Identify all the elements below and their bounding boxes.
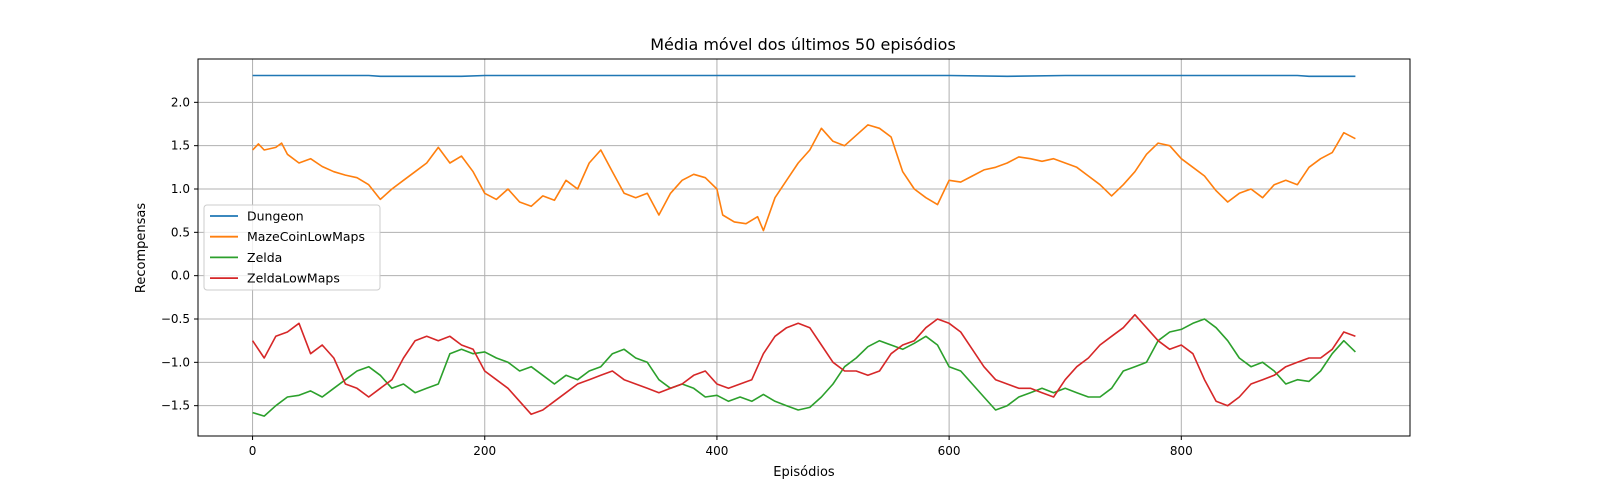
legend-label: ZeldaLowMaps <box>247 271 340 286</box>
y-tick-label: 2.0 <box>171 95 190 109</box>
y-axis-label: Recompensas <box>134 203 149 293</box>
series-line-zelda <box>252 318 1356 417</box>
y-tick-label: −0.5 <box>161 312 190 326</box>
x-tick-label: 400 <box>705 444 728 458</box>
series-lines <box>251 74 1356 417</box>
y-tick-label: 1.0 <box>171 182 190 196</box>
x-tick-label: 200 <box>473 444 496 458</box>
y-axis: −1.5 −1.0 −0.5 0.0 0.5 1.0 1.5 2.0 <box>161 95 198 413</box>
series-line-zeldalowmaps <box>251 313 1356 416</box>
chart-title: Média móvel dos últimos 50 episódios <box>650 35 956 54</box>
x-tick-label: 600 <box>938 444 961 458</box>
legend-label: MazeCoinLowMaps <box>247 229 365 244</box>
legend-label: Dungeon <box>247 209 304 224</box>
x-axis-label: Episódios <box>773 465 835 480</box>
x-tick-label: 0 <box>249 444 257 458</box>
plot-area-frame <box>197 58 1411 437</box>
y-tick-label: −1.0 <box>161 355 190 369</box>
series-line-mazecoinlowmaps <box>252 124 1356 232</box>
series-line-dungeon <box>252 74 1356 78</box>
grid <box>198 59 1410 436</box>
legend-box <box>203 204 381 291</box>
x-tick-label: 800 <box>1170 444 1193 458</box>
legend-label: Zelda <box>247 250 282 265</box>
y-tick-label: 1.5 <box>171 139 190 153</box>
y-tick-label: 0.5 <box>171 225 190 239</box>
x-axis: 0 200 400 600 800 <box>249 436 1193 458</box>
y-tick-label: −1.5 <box>161 399 190 413</box>
y-tick-label: 0.0 <box>171 269 190 283</box>
legend: Dungeon MazeCoinLowMaps Zelda ZeldaLowMaps <box>203 204 381 291</box>
